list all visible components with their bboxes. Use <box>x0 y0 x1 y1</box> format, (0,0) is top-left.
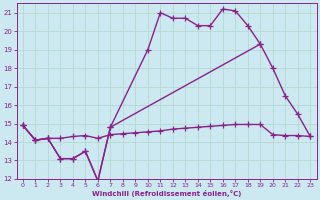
X-axis label: Windchill (Refroidissement éolien,°C): Windchill (Refroidissement éolien,°C) <box>92 190 241 197</box>
